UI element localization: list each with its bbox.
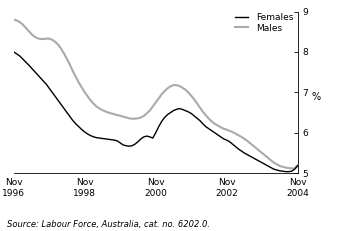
Legend: Females, Males: Females, Males xyxy=(235,13,293,33)
Males xyxy=(33,35,37,38)
Females xyxy=(174,108,179,111)
Text: Source: Labour Force, Australia, cat. no. 6202.0.: Source: Labour Force, Australia, cat. no… xyxy=(7,220,210,229)
Males xyxy=(86,95,90,98)
Females xyxy=(86,133,90,135)
Males xyxy=(154,101,158,104)
Females xyxy=(12,51,16,53)
Y-axis label: %: % xyxy=(312,92,321,102)
Line: Males: Males xyxy=(14,20,298,168)
Males xyxy=(295,164,300,167)
Males xyxy=(290,167,294,170)
Females xyxy=(295,165,300,167)
Males xyxy=(230,131,235,134)
Females xyxy=(33,70,37,73)
Females xyxy=(154,131,158,134)
Males xyxy=(12,18,16,21)
Males xyxy=(174,84,179,87)
Line: Females: Females xyxy=(14,52,298,172)
Males xyxy=(21,23,25,26)
Females xyxy=(230,143,235,146)
Females xyxy=(284,170,288,173)
Females xyxy=(21,58,25,60)
